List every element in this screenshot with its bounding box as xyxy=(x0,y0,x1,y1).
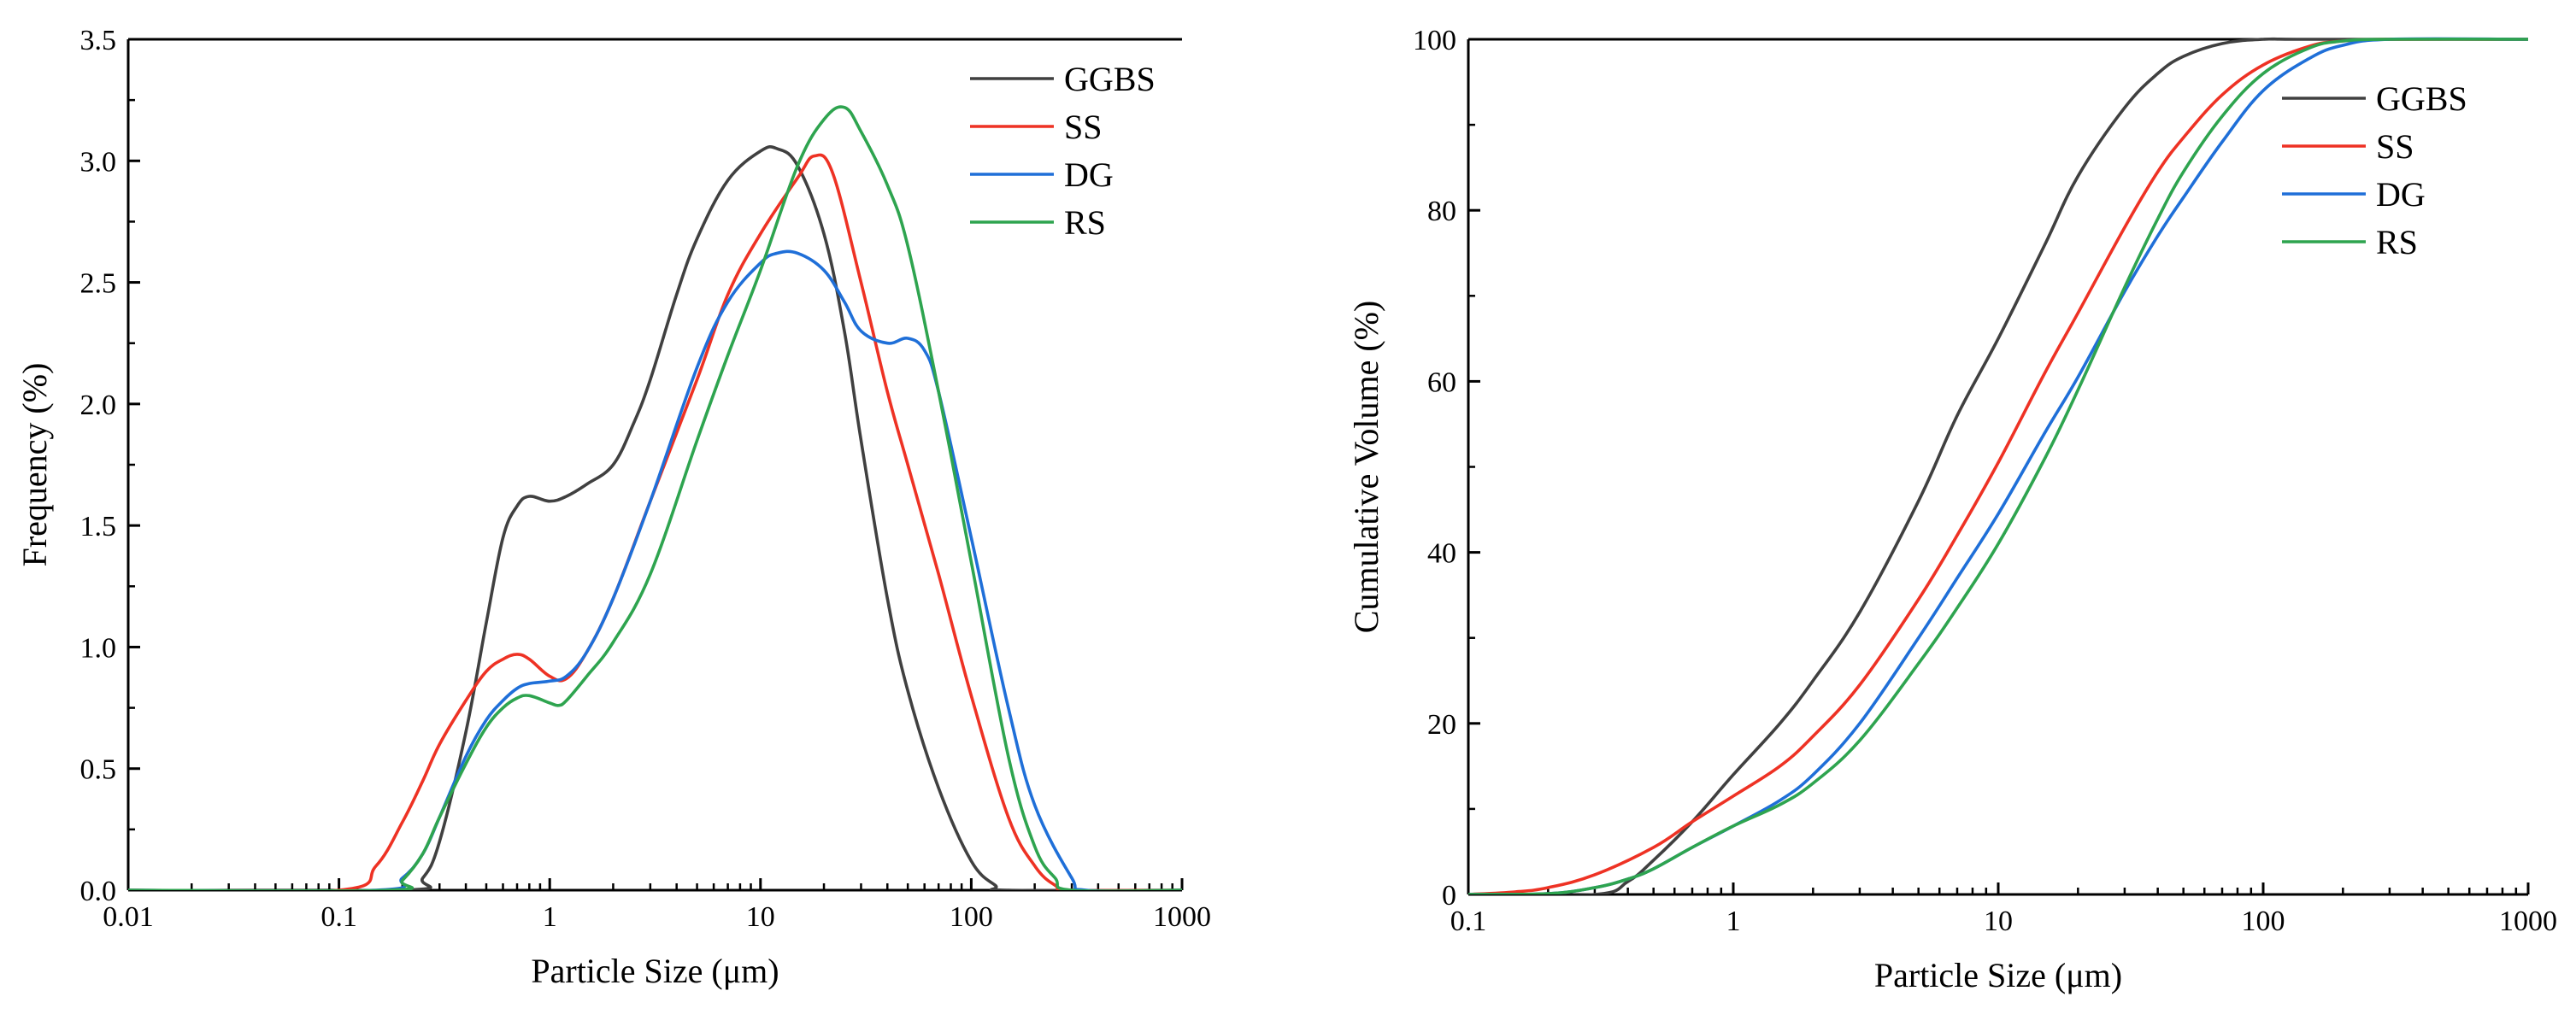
y-tick-label: 40 xyxy=(1427,538,1456,570)
y-tick-label: 20 xyxy=(1427,709,1456,741)
legend-label-ggbs: GGBS xyxy=(2376,79,2467,118)
y-tick-label: 0 xyxy=(1442,880,1456,912)
y-tick-label: 2.5 xyxy=(80,268,117,300)
series-line-rs xyxy=(128,105,1182,890)
cumulative-volume-chart: 0.1 1 10 100 1000 0 20 40 60 80 100 Particle Size (… xyxy=(1347,25,2557,994)
legend-label-ggbs: GGBS xyxy=(1064,60,1156,98)
y-tick-label: 2.0 xyxy=(80,390,117,421)
legend-label-ss: SS xyxy=(2376,127,2414,166)
series-line-ggbs xyxy=(128,145,1182,890)
y-tick-label: 1.5 xyxy=(80,511,117,542)
legend-label-dg: DG xyxy=(2376,175,2426,214)
x-tick-label: 100 xyxy=(2242,906,2285,937)
y-tick-label: 60 xyxy=(1427,366,1456,398)
y-axis-title: Frequency (%) xyxy=(15,363,54,567)
x-axis-title: Particle Size (μm) xyxy=(531,952,779,990)
y-tick-label: 0.0 xyxy=(80,876,117,907)
series-line-ss xyxy=(128,153,1182,890)
x-tick-label: 0.1 xyxy=(1450,906,1487,937)
y-tick-label: 3.0 xyxy=(80,146,117,178)
x-tick-label: 10 xyxy=(1984,906,2013,937)
frequency-chart: 0.01 0.1 1 10 100 1000 0.0 0.5 1.0 1.5 2.0 2.5 3.0 3.… xyxy=(15,25,1211,990)
y-tick-label: 0.5 xyxy=(80,754,117,786)
x-tick-label: 0.1 xyxy=(321,901,357,933)
series-line-rs xyxy=(1468,38,2528,894)
legend-label-dg: DG xyxy=(1064,155,1114,194)
y-tick-label: 100 xyxy=(1413,25,1456,56)
x-tick-label: 100 xyxy=(950,901,993,933)
legend-label-rs: RS xyxy=(2376,223,2418,261)
x-tick-label: 0.01 xyxy=(103,901,154,933)
x-tick-label: 1 xyxy=(543,901,557,933)
x-tick-label: 1 xyxy=(1726,906,1741,937)
x-axis-title: Particle Size (μm) xyxy=(1874,956,2122,994)
x-tick-label: 1000 xyxy=(1153,901,1211,933)
x-tick-label: 10 xyxy=(746,901,775,933)
legend-label-ss: SS xyxy=(1064,108,1103,146)
y-axis-title: Cumulative Volume (%) xyxy=(1347,301,1385,634)
series-line-dg xyxy=(128,249,1182,890)
legend-label-rs: RS xyxy=(1064,203,1106,242)
series-line-ggbs xyxy=(1468,37,2528,894)
y-tick-label: 80 xyxy=(1427,196,1456,227)
x-tick-label: 1000 xyxy=(2499,906,2557,937)
y-tick-label: 3.5 xyxy=(80,25,117,56)
y-tick-label: 1.0 xyxy=(80,632,117,664)
series-line-ss xyxy=(1468,38,2528,894)
